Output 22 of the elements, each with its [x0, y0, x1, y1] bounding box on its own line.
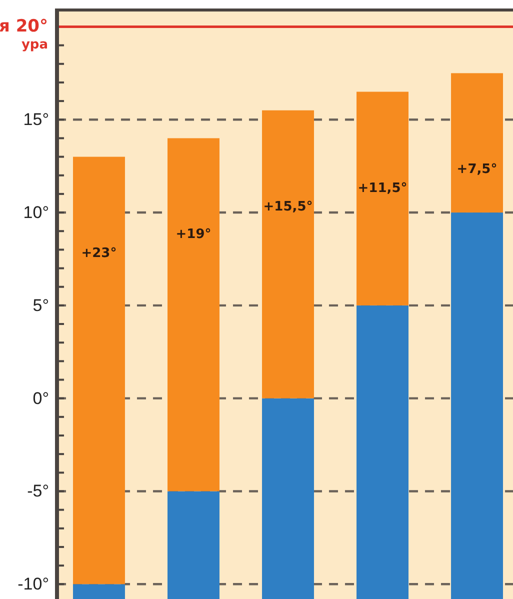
text: ура [21, 38, 48, 53]
bar [451, 212, 503, 599]
y-tick-label: 10° [23, 202, 49, 222]
bar [168, 491, 220, 599]
data-label: +11,5° [358, 180, 408, 196]
y-tick-label: 5° [32, 296, 49, 315]
bar [356, 305, 408, 599]
bar [262, 110, 314, 398]
data-label: +15,5° [263, 199, 313, 214]
bar [73, 584, 125, 599]
data-label: +19° [176, 227, 212, 242]
bar [168, 138, 220, 492]
y-tick-label: -10° [18, 574, 49, 594]
y-tick-label: 0° [32, 388, 49, 408]
bar [356, 92, 408, 306]
y-tick-label: -5° [27, 482, 49, 501]
bar [73, 156, 125, 584]
y-tick-label: 15° [23, 110, 49, 130]
data-label: +23° [81, 246, 117, 261]
bar [451, 73, 503, 213]
data-label: +7,5° [456, 162, 498, 178]
bar [262, 398, 314, 599]
